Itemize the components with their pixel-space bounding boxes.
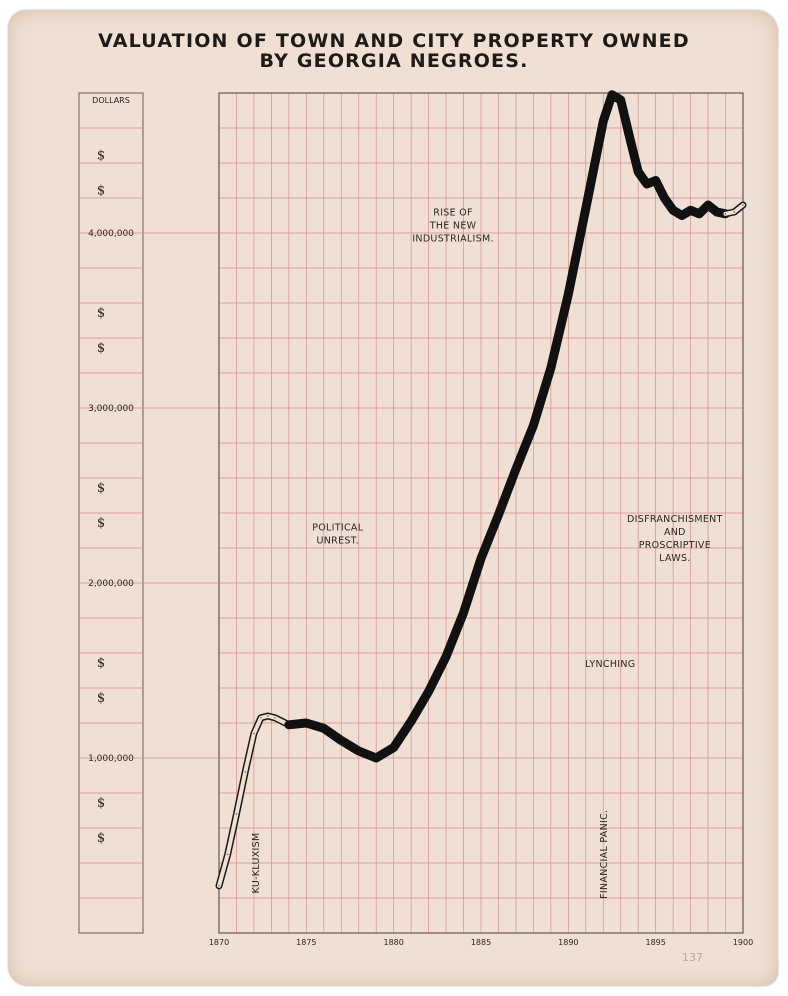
plot-frame xyxy=(218,92,744,934)
x-tick-label: 1900 xyxy=(733,938,753,947)
data-point xyxy=(227,853,229,855)
y-axis-label: DOLLARS xyxy=(92,96,130,105)
data-point xyxy=(218,885,220,887)
data-point xyxy=(267,715,269,717)
x-tick-label: 1880 xyxy=(383,938,403,947)
dollar-sign: $ xyxy=(97,831,105,846)
x-tick-label: 1875 xyxy=(296,938,316,947)
data-point xyxy=(274,717,276,719)
data-point xyxy=(602,120,604,122)
data-point xyxy=(716,211,718,213)
data-point xyxy=(620,99,622,101)
data-point xyxy=(611,94,613,96)
data-point xyxy=(655,179,657,182)
x-tick-label: 1895 xyxy=(645,938,665,947)
data-point xyxy=(462,612,465,614)
dollar-sign: $ xyxy=(97,306,105,321)
data-point xyxy=(515,468,517,470)
data-point xyxy=(567,293,569,295)
data-point xyxy=(428,690,430,693)
data-point xyxy=(681,214,683,217)
x-tick-label: 1890 xyxy=(558,938,578,947)
chart-annotation: LAWS. xyxy=(659,553,690,564)
data-point xyxy=(358,750,360,752)
data-point xyxy=(672,209,674,211)
data-point xyxy=(375,757,377,759)
data-point xyxy=(445,655,447,658)
data-point xyxy=(733,211,735,213)
y-tick-label: 4,000,000 xyxy=(88,229,134,239)
dollar-sign: $ xyxy=(97,516,105,531)
dollar-sign: $ xyxy=(97,796,105,811)
chart-annotation: INDUSTRIALISM. xyxy=(412,234,493,245)
data-point xyxy=(244,771,246,773)
chart-annotation: AND xyxy=(664,527,686,538)
y-tick-label: 1,000,000 xyxy=(88,754,134,764)
chart-title-line-1: VALUATION OF TOWN AND CITY PROPERTY OWNE… xyxy=(98,30,690,52)
chart-annotation: DISFRANCHISMENT xyxy=(627,514,723,525)
dollar-sign: $ xyxy=(97,183,105,198)
data-point xyxy=(690,209,692,211)
data-point xyxy=(532,424,535,427)
data-point xyxy=(410,720,412,722)
x-tick-label: 1885 xyxy=(471,938,491,947)
data-point xyxy=(253,732,255,735)
dollar-sign: $ xyxy=(97,656,105,671)
data-point xyxy=(497,514,500,516)
data-point xyxy=(550,367,552,369)
data-point xyxy=(698,213,700,215)
data-point xyxy=(585,207,587,210)
dollar-sign: $ xyxy=(97,691,105,706)
data-point xyxy=(235,813,238,815)
data-point xyxy=(646,183,648,185)
dollar-sign: $ xyxy=(97,341,105,356)
chart-title-line-2: BY GEORGIA NEGROES. xyxy=(259,50,529,72)
data-point xyxy=(288,724,290,726)
chart-annotation: KU-KLUXISM xyxy=(251,833,262,894)
chart-annotation: THE NEW xyxy=(429,221,477,232)
y-tick-label: 2,000,000 xyxy=(88,579,134,589)
data-point xyxy=(340,739,342,742)
data-point xyxy=(628,136,631,138)
dollar-sign: $ xyxy=(97,148,105,163)
data-point xyxy=(742,204,744,206)
data-point xyxy=(637,171,639,173)
catalog-number: 137 xyxy=(682,951,703,964)
dollar-sign: $ xyxy=(97,481,105,496)
data-point xyxy=(323,727,325,729)
chart-annotation: PROSCRIPTIVE xyxy=(639,540,711,551)
data-point xyxy=(663,197,666,199)
data-point xyxy=(305,722,307,724)
y-tick-label: 3,000,000 xyxy=(88,404,134,414)
x-tick-label: 1870 xyxy=(209,938,229,947)
chart-annotation: RISE OF xyxy=(433,208,473,219)
chart-annotation: FINANCIAL PANIC. xyxy=(599,810,610,899)
series-line-solid xyxy=(284,90,730,763)
data-point xyxy=(707,204,709,206)
data-point xyxy=(393,746,395,749)
data-point xyxy=(260,717,262,719)
chart-annotation: POLITICAL xyxy=(312,523,363,534)
data-point xyxy=(480,557,482,560)
chart-annotation: UNREST. xyxy=(317,536,360,547)
paper-background xyxy=(8,10,778,986)
chart-annotation: LYNCHING xyxy=(585,659,635,670)
data-point xyxy=(724,213,727,215)
